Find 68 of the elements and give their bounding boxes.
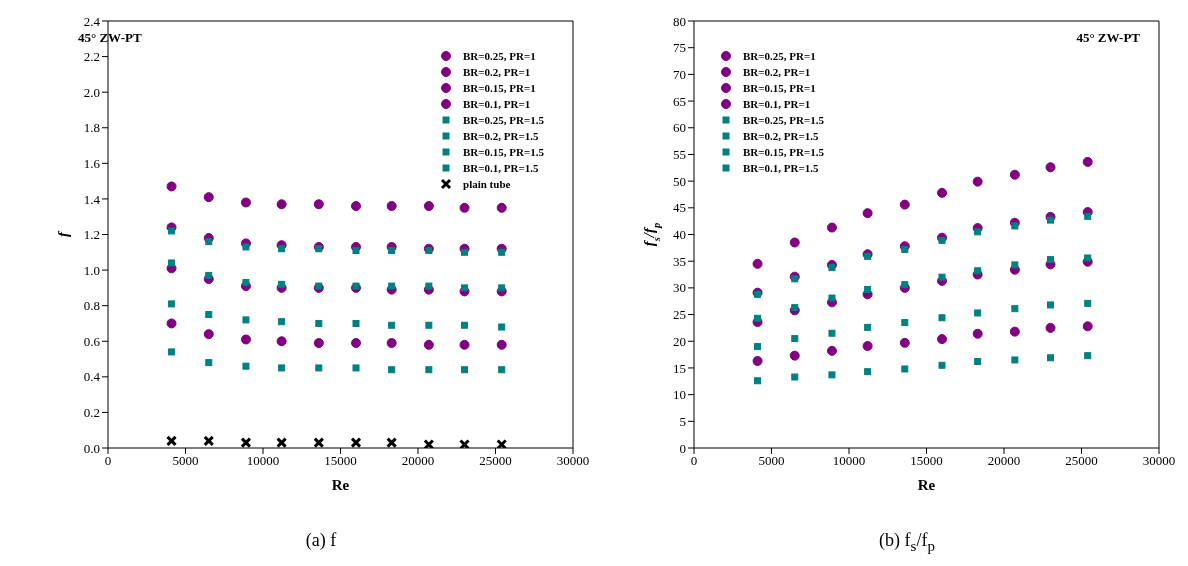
x-tick-label: 20000 [987,453,1021,469]
legend-label: BR=0.2, PR=1.5 [743,129,819,144]
x-axis-title: Re [917,477,936,493]
legend-label: BR=0.25, PR=1.5 [743,113,824,128]
legend-label: BR=0.1, PR=1.5 [463,161,539,176]
y-tick-label: 20 [673,333,686,349]
y-tick-label: 1.4 [83,191,101,207]
legend-label: BR=0.25, PR=1 [463,49,536,64]
y-tick-label: 45 [673,200,686,216]
x-tick-label: 30000 [556,453,590,469]
legend-label: BR=0.15, PR=1 [463,81,536,96]
x-tick-label: 25000 [479,453,512,469]
legend-label: BR=0.15, PR=1.5 [743,145,824,160]
legend-label: plain tube [463,177,511,192]
y-tick-label: 0.4 [83,369,101,385]
x-tick-label: 0 [690,453,698,469]
x-tick-label: 25000 [1065,453,1098,469]
y-tick-label: 0.0 [83,440,100,456]
y-tick-label: 0.8 [83,298,100,314]
text: (a) f [305,530,337,550]
x-tick-label: 30000 [1142,453,1176,469]
y-tick-label: 40 [673,227,686,243]
x-tick-label: 20000 [401,453,435,469]
y-tick-label: 1.2 [83,227,100,243]
y-tick-label: 0 [679,440,686,456]
annotation: 45° ZW-PT [1076,30,1140,46]
y-tick-label: 1.0 [83,262,100,278]
y-tick-label: 2.4 [83,13,101,29]
x-tick-label: 15000 [910,453,943,469]
y-tick-label: 75 [673,40,686,56]
y-tick-label: 30 [673,280,686,296]
legend-label: BR=0.2, PR=1 [743,65,811,80]
legend-label: BR=0.15, PR=1.5 [463,145,544,160]
y-tick-label: 0.6 [83,333,101,349]
y-tick-label: 0.2 [83,405,100,421]
legend-label: BR=0.2, PR=1.5 [463,129,539,144]
y-tick-label: 10 [673,387,686,403]
legend-label: BR=0.1, PR=1 [743,97,811,112]
x-tick-label: 5000 [758,453,785,469]
legend-label: BR=0.15, PR=1 [743,81,816,96]
y-tick-label: 15 [673,360,686,376]
y-tick-label: 50 [673,173,686,189]
y-tick-label: 2.0 [83,84,100,100]
y-tick-label: 70 [673,66,686,82]
x-axis-title: Re [331,477,350,493]
legend-label: BR=0.2, PR=1 [463,65,531,80]
y-tick-label: 80 [673,13,686,29]
legend-label: BR=0.1, PR=1.5 [743,161,819,176]
x-tick-label: 0 [104,453,112,469]
legend-label: BR=0.25, PR=1.5 [463,113,544,128]
y-tick-label: 2.2 [83,49,100,65]
x-tick-label: 10000 [832,453,866,469]
y-tick-label: 65 [673,93,686,109]
legend-label: BR=0.25, PR=1 [743,49,816,64]
x-tick-label: 15000 [324,453,357,469]
y-tick-label: 25 [673,307,686,323]
text: (b) f$_{s}$/f$_{p}$ [879,530,935,554]
y-tick-label: 1.6 [83,155,101,171]
x-tick-label: 5000 [172,453,199,469]
y-axis-title: f [55,230,71,237]
y-tick-label: 1.8 [83,120,100,136]
y-tick-label: 5 [679,413,686,429]
y-tick-label: 55 [673,147,686,163]
annotation: 45° ZW-PT [78,30,142,46]
y-tick-label: 35 [673,253,686,269]
y-tick-label: 60 [673,120,686,136]
legend-label: BR=0.1, PR=1 [463,97,531,112]
x-tick-label: 10000 [246,453,280,469]
